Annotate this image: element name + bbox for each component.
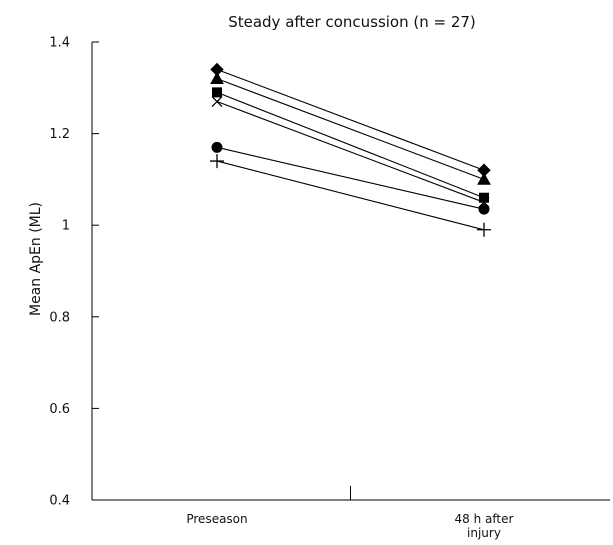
axes: 0.4 0.6 0.8 1 1.2 1.4 Preseason 48 h after injur… xyxy=(49,36,610,540)
series-diamond xyxy=(210,62,491,177)
series-square xyxy=(212,87,489,203)
series-layer xyxy=(210,62,491,237)
plus-marker xyxy=(477,222,491,237)
plus-marker xyxy=(210,154,224,169)
square-marker xyxy=(212,87,222,98)
y-tick-label: 1.2 xyxy=(49,127,70,142)
y-tick-label: 0.6 xyxy=(49,402,70,417)
series-line xyxy=(216,68,485,171)
series-line xyxy=(216,91,485,199)
y-tick-label: 0.8 xyxy=(49,310,70,325)
chart-title: Steady after concussion (n = 27) xyxy=(228,13,476,31)
y-tick-label: 0.4 xyxy=(49,494,70,509)
x-tick-label: Preseason xyxy=(186,512,247,526)
series-line xyxy=(216,146,485,210)
series-line xyxy=(216,160,485,231)
series-line xyxy=(216,78,485,180)
x-tick-label: 48 h after injury xyxy=(455,512,514,540)
x-marker xyxy=(211,96,223,107)
series-plus xyxy=(210,154,491,237)
y-tick-label: 1 xyxy=(62,219,70,234)
series-circle xyxy=(211,141,490,215)
triangle-marker xyxy=(210,71,224,84)
series-line xyxy=(216,101,485,203)
triangle-marker xyxy=(477,172,491,185)
series-x xyxy=(211,96,490,208)
circle-marker xyxy=(478,203,490,215)
y-tick-label: 1.4 xyxy=(49,36,70,51)
series-triangle xyxy=(210,71,491,185)
circle-marker xyxy=(211,141,223,153)
y-axis-title: Mean ApEn (ML) xyxy=(28,202,44,316)
